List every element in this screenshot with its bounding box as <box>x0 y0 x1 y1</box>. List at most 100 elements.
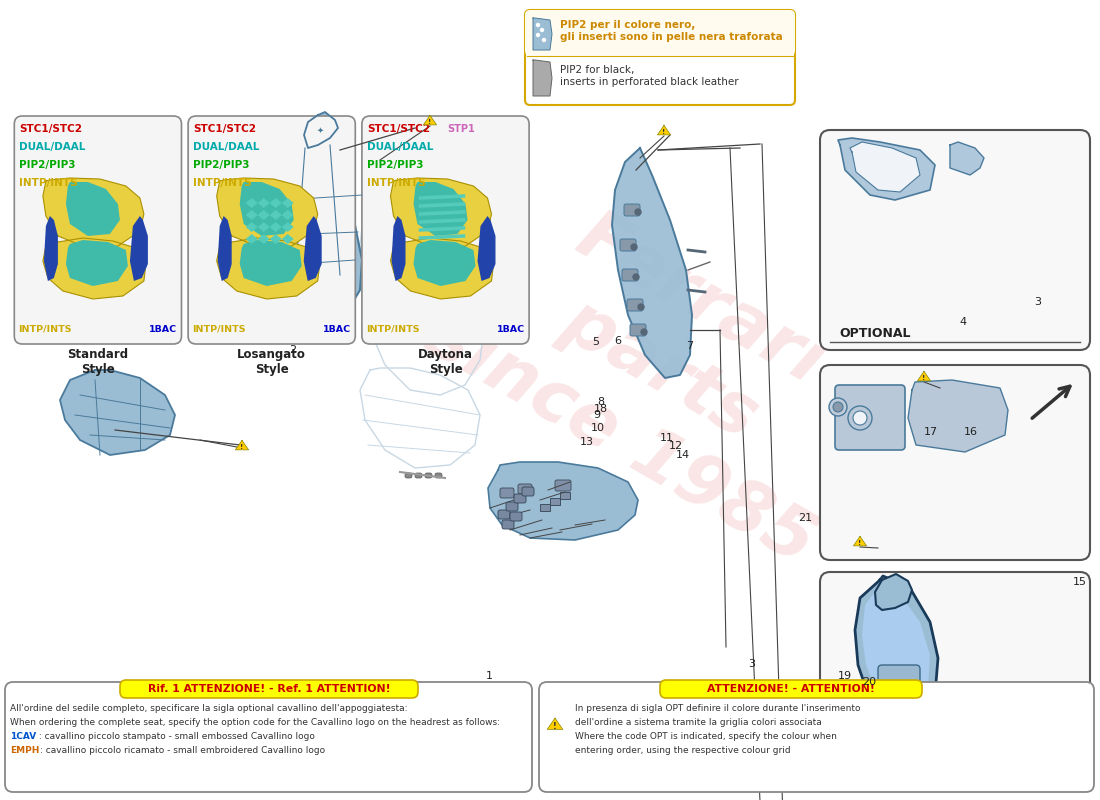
Polygon shape <box>424 115 437 125</box>
Text: ATTENZIONE! - ATTENTION!: ATTENZIONE! - ATTENTION! <box>707 684 875 694</box>
Circle shape <box>635 209 641 215</box>
FancyBboxPatch shape <box>514 494 526 503</box>
FancyBboxPatch shape <box>506 502 518 511</box>
Text: STP1: STP1 <box>447 124 475 134</box>
Text: 1CAV: 1CAV <box>10 732 36 741</box>
Polygon shape <box>488 462 638 540</box>
Text: 2: 2 <box>289 346 296 355</box>
Polygon shape <box>240 182 294 236</box>
Text: 12: 12 <box>669 442 683 451</box>
Text: Ferrari
parts
since 1985: Ferrari parts since 1985 <box>414 162 906 578</box>
Text: DUAL/DAAL: DUAL/DAAL <box>194 142 260 152</box>
FancyBboxPatch shape <box>835 385 905 450</box>
Polygon shape <box>282 234 294 244</box>
FancyBboxPatch shape <box>405 473 412 478</box>
Text: 6: 6 <box>614 336 620 346</box>
FancyBboxPatch shape <box>621 269 638 281</box>
Circle shape <box>631 244 637 250</box>
Text: 5: 5 <box>592 337 598 346</box>
Text: Losangato
Style: Losangato Style <box>238 348 306 376</box>
FancyBboxPatch shape <box>510 512 522 521</box>
Polygon shape <box>235 440 249 450</box>
FancyBboxPatch shape <box>498 510 510 519</box>
Circle shape <box>848 406 872 430</box>
Polygon shape <box>257 198 270 208</box>
Polygon shape <box>917 371 931 381</box>
Bar <box>550 498 560 505</box>
Text: 20: 20 <box>862 677 877 686</box>
Text: INTP/INTS: INTP/INTS <box>192 325 245 334</box>
FancyBboxPatch shape <box>820 572 1090 782</box>
Polygon shape <box>60 370 175 455</box>
Polygon shape <box>534 18 552 50</box>
Text: 3: 3 <box>1034 298 1041 307</box>
Polygon shape <box>414 182 468 236</box>
Polygon shape <box>245 234 257 244</box>
Text: All'ordine del sedile completo, specificare la sigla optional cavallino dell'app: All'ordine del sedile completo, specific… <box>10 704 407 713</box>
Text: PIP2 for black,
inserts in perforated black leather: PIP2 for black, inserts in perforated bl… <box>560 65 738 86</box>
Polygon shape <box>534 60 552 96</box>
Polygon shape <box>282 222 294 232</box>
Polygon shape <box>282 198 294 208</box>
FancyBboxPatch shape <box>188 116 355 344</box>
Text: In presenza di sigla OPT definire il colore durante l'inserimento: In presenza di sigla OPT definire il col… <box>575 704 860 713</box>
FancyBboxPatch shape <box>120 680 418 698</box>
Text: INTP/INTS: INTP/INTS <box>20 178 78 188</box>
Text: 10: 10 <box>591 423 605 433</box>
Text: entering order, using the respective colour grid: entering order, using the respective col… <box>575 746 791 755</box>
Text: 18: 18 <box>594 404 608 414</box>
Text: 9: 9 <box>593 410 600 420</box>
Text: !: ! <box>241 445 243 450</box>
Text: 1BAC: 1BAC <box>323 325 351 334</box>
Circle shape <box>542 38 546 42</box>
FancyBboxPatch shape <box>820 365 1090 560</box>
Polygon shape <box>280 130 362 315</box>
Polygon shape <box>838 138 935 200</box>
FancyBboxPatch shape <box>525 10 795 105</box>
Text: 3: 3 <box>748 659 755 669</box>
Polygon shape <box>390 178 492 248</box>
Text: : cavallino piccolo stampato - small embossed Cavallino logo: : cavallino piccolo stampato - small emb… <box>36 732 315 741</box>
Polygon shape <box>950 142 984 175</box>
Polygon shape <box>245 222 257 232</box>
Circle shape <box>641 329 647 335</box>
Polygon shape <box>44 216 58 281</box>
Circle shape <box>833 402 843 412</box>
Polygon shape <box>43 238 146 299</box>
Text: : cavallino piccolo ricamato - small embroidered Cavallino logo: : cavallino piccolo ricamato - small emb… <box>40 746 326 755</box>
FancyBboxPatch shape <box>415 473 422 478</box>
Polygon shape <box>477 216 495 281</box>
Text: INTP/INTS: INTP/INTS <box>367 178 426 188</box>
Circle shape <box>537 23 539 26</box>
Text: 21: 21 <box>799 513 813 522</box>
Text: PIP2/PIP3: PIP2/PIP3 <box>194 160 250 170</box>
Text: 19: 19 <box>838 671 853 681</box>
Polygon shape <box>257 210 270 220</box>
Polygon shape <box>270 234 282 244</box>
Polygon shape <box>414 240 475 286</box>
Polygon shape <box>908 380 1008 452</box>
Polygon shape <box>390 238 494 299</box>
Text: INTP/INTS: INTP/INTS <box>194 178 252 188</box>
FancyBboxPatch shape <box>502 520 514 529</box>
FancyBboxPatch shape <box>660 680 922 698</box>
FancyBboxPatch shape <box>630 324 646 336</box>
Text: !: ! <box>428 119 431 126</box>
Text: ✦: ✦ <box>317 126 323 134</box>
FancyBboxPatch shape <box>522 487 534 496</box>
FancyBboxPatch shape <box>425 473 432 478</box>
Polygon shape <box>270 198 282 208</box>
Polygon shape <box>850 142 920 192</box>
FancyBboxPatch shape <box>525 10 795 56</box>
FancyBboxPatch shape <box>624 204 640 216</box>
FancyBboxPatch shape <box>362 116 529 344</box>
Text: PIP2 per il colore nero,
gli inserti sono in pelle nera traforata: PIP2 per il colore nero, gli inserti son… <box>560 20 783 42</box>
Text: STC1/STC2: STC1/STC2 <box>20 124 82 134</box>
Text: OPTIONAL: OPTIONAL <box>869 757 940 770</box>
Text: PIP2/PIP3: PIP2/PIP3 <box>367 160 424 170</box>
Polygon shape <box>217 238 320 299</box>
Text: DUAL/DAAL: DUAL/DAAL <box>20 142 86 152</box>
Polygon shape <box>257 234 270 244</box>
Text: Where the code OPT is indicated, specify the colour when: Where the code OPT is indicated, specify… <box>575 732 837 741</box>
Text: 7: 7 <box>686 341 693 350</box>
